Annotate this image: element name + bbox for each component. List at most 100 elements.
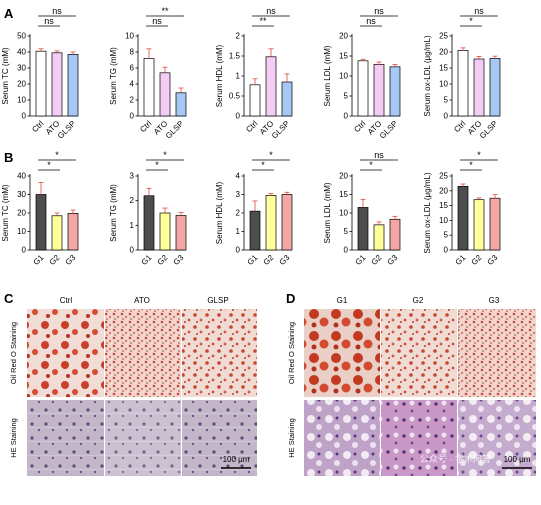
y-tick-label: 3 (236, 190, 241, 199)
y-axis-label: Serum LDL (mM) (323, 182, 332, 243)
bar-ato (373, 64, 385, 117)
y-tick-label: 15 (339, 190, 348, 199)
micrograph-panel-d: G1 G2 G3 Oil Red O Staining HE Staining … (287, 296, 536, 476)
category-label: G3 (172, 253, 186, 267)
significance-label: ns (52, 6, 62, 16)
y-tick-label: 1.5 (229, 52, 241, 61)
column-header-glsp: GLSP (207, 296, 228, 305)
category-label: G2 (262, 253, 276, 267)
significance-label: ns (44, 16, 54, 26)
row-label-oil-red-o-d: Oil Red O Staining (287, 322, 296, 384)
category-label: Ctrl (352, 119, 367, 134)
y-tick-label: 0 (22, 246, 27, 255)
y-tick-label: 40 (17, 48, 26, 57)
bar-g2 (265, 195, 277, 251)
significance-label: * (47, 160, 51, 170)
category-label: G2 (156, 253, 170, 267)
category-label: G3 (64, 253, 78, 267)
y-tick-label: 0 (130, 246, 135, 255)
bar-g2 (373, 224, 385, 251)
y-tick-label: 8 (130, 48, 135, 57)
category-label: G1 (354, 253, 368, 267)
bar-g3 (281, 194, 293, 251)
he-image-ctrl (27, 400, 104, 476)
y-tick-label: 2 (236, 32, 241, 41)
y-tick-label: 2 (236, 209, 241, 218)
bar-ato (51, 52, 63, 117)
column-header-g2: G2 (413, 296, 424, 305)
bar-ctrl (143, 58, 155, 117)
bar-ctrl (457, 50, 469, 117)
y-tick-label: 10 (125, 32, 134, 41)
significance-label: * (155, 160, 159, 170)
bar-g3 (175, 215, 187, 251)
bar-g1 (143, 195, 155, 251)
category-label: Ctrl (452, 119, 467, 134)
he-image-glsp (182, 400, 257, 476)
significance-label: ns (374, 150, 384, 160)
y-tick-label: 0.5 (229, 92, 241, 101)
significance-label: ns (152, 16, 162, 26)
y-tick-label: 25 (439, 32, 448, 41)
bar-g3 (489, 197, 501, 251)
significance-label: * (469, 160, 473, 170)
y-tick-label: 15 (339, 52, 348, 61)
oil-red-o-image-g1 (304, 309, 380, 397)
significance-label: ns (266, 6, 276, 16)
y-axis-label: Serum TC (mM) (1, 47, 10, 105)
y-tick-label: 0 (344, 246, 349, 255)
bar-glsp (175, 92, 187, 117)
oil-red-o-image-glsp (182, 309, 257, 397)
he-image-g1 (304, 400, 380, 476)
y-tick-label: 0 (22, 112, 27, 121)
bar-glsp (389, 66, 401, 117)
y-tick-label: 5 (344, 92, 349, 101)
panel-label-d: D (286, 291, 295, 306)
panel-label-c: C (4, 291, 14, 306)
y-tick-label: 2 (130, 196, 135, 205)
bar-ato (159, 72, 171, 117)
oil-red-o-image-ctrl (27, 309, 104, 397)
y-tick-label: 30 (17, 64, 26, 73)
chart-9: 0 5 10 15 20 Serum LDL (mM) G1 G2 G3 ns* (323, 150, 401, 267)
y-tick-label: 25 (439, 172, 448, 181)
bar-g2 (51, 215, 63, 251)
category-label: G1 (140, 253, 154, 267)
bar-g3 (389, 218, 401, 251)
column-header-g3: G3 (489, 296, 500, 305)
category-label: G2 (48, 253, 62, 267)
significance-label: ns (474, 6, 484, 16)
row-label-he-c: HE Staining (9, 418, 18, 458)
oil-red-o-image-ato (105, 309, 181, 397)
bar-g3 (67, 213, 79, 251)
y-tick-label: 30 (17, 190, 26, 199)
significance-label: * (477, 150, 481, 160)
category-label: GLSP (56, 119, 77, 140)
bar-ato (265, 56, 277, 117)
y-tick-label: 0 (236, 246, 241, 255)
y-tick-label: 0 (444, 246, 449, 255)
category-label: Ctrl (244, 119, 259, 134)
y-tick-label: 20 (339, 32, 348, 41)
bar-ctrl (35, 50, 47, 117)
bar-glsp (489, 58, 501, 117)
y-tick-label: 1 (236, 72, 241, 81)
significance-label: ns (366, 16, 376, 26)
bar-glsp (281, 81, 293, 117)
y-axis-label: Serum ox-LDL (μg/mL) (423, 172, 432, 254)
panel-label-b: B (4, 150, 13, 165)
y-tick-label: 20 (17, 209, 26, 218)
y-tick-label: 1 (130, 221, 135, 230)
category-label: G3 (486, 253, 500, 267)
significance-label: * (469, 16, 473, 26)
significance-label: ** (259, 16, 267, 26)
oil-red-o-image-g3 (458, 309, 536, 397)
he-image-ato (105, 400, 181, 476)
bar-g2 (159, 212, 171, 251)
chart-8: 0 1 2 3 4 Serum HDL (mM) G1 G2 G3 * * (215, 150, 293, 267)
y-axis-label: Serum LDL (mM) (323, 45, 332, 106)
